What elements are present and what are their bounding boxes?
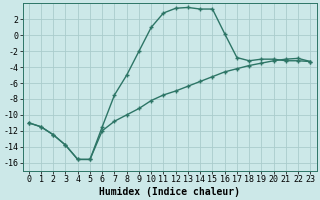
X-axis label: Humidex (Indice chaleur): Humidex (Indice chaleur): [99, 186, 240, 197]
